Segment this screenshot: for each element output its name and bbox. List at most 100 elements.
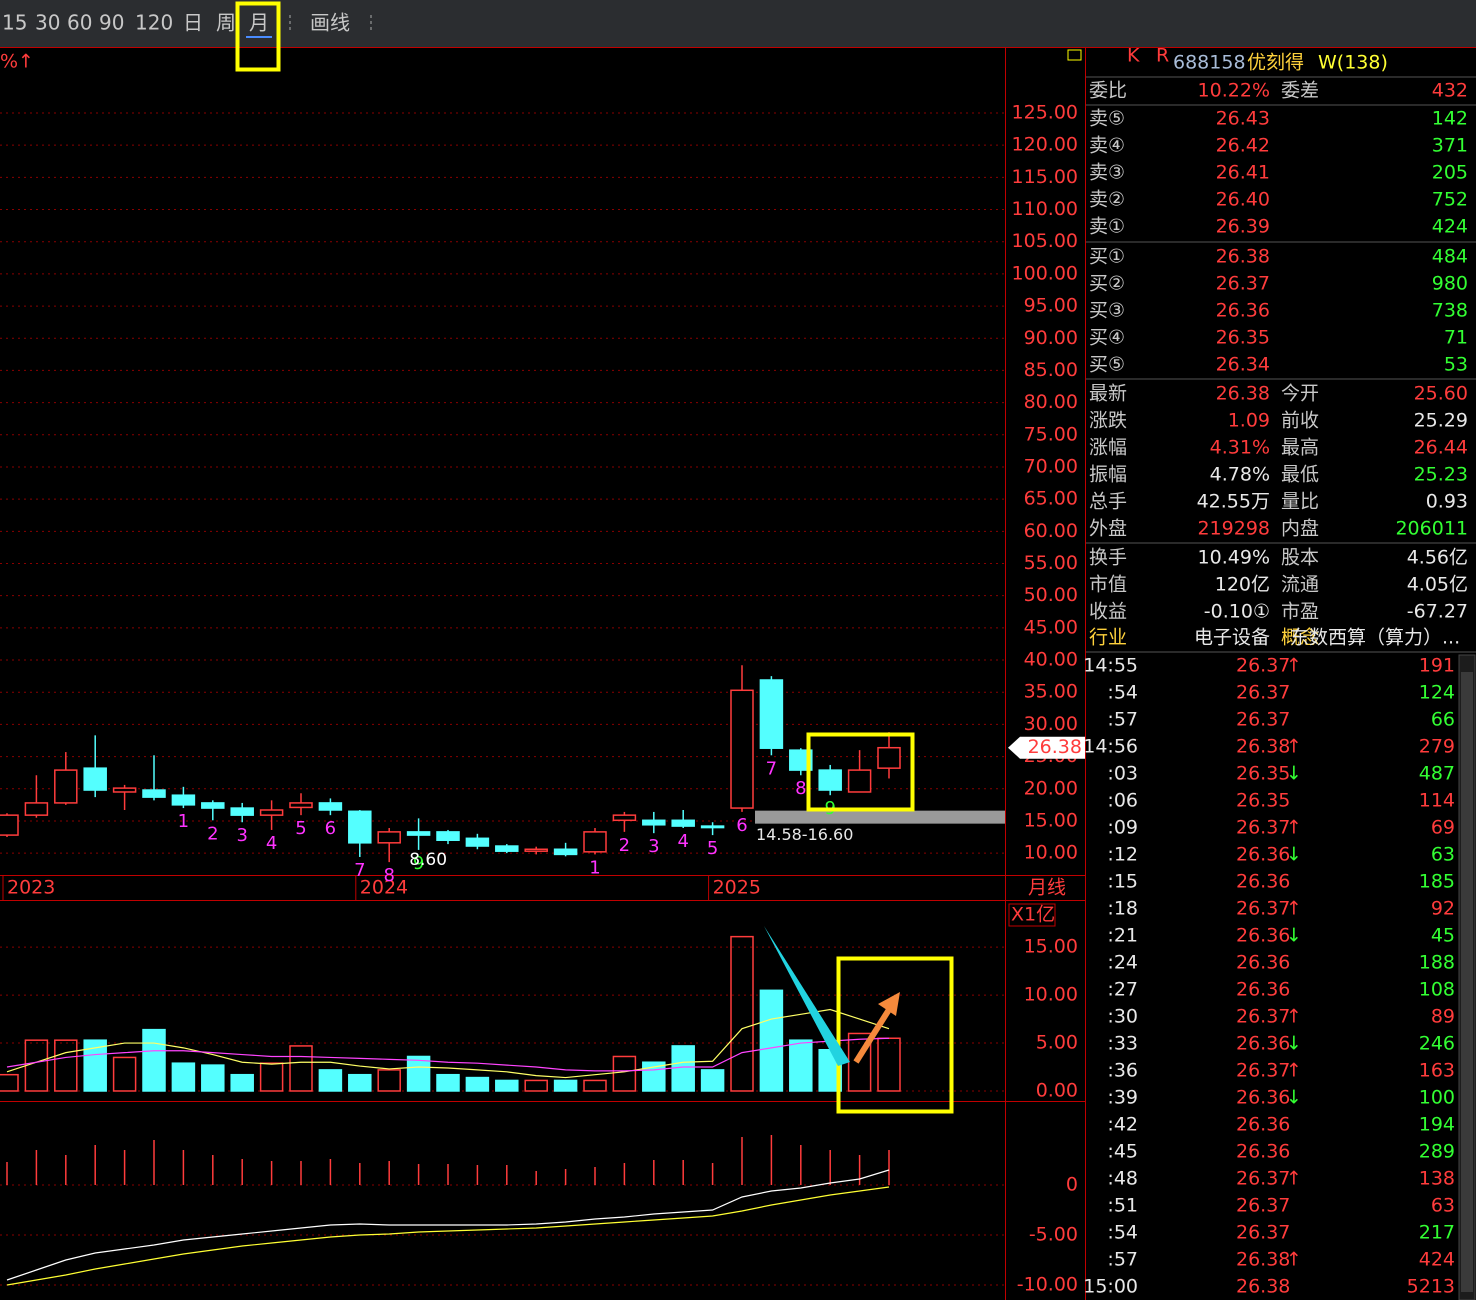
tick-time: :30 <box>1107 1006 1138 1028</box>
concept-label: 概念 <box>1281 626 1319 649</box>
tick-price: 26.36 <box>1236 952 1290 974</box>
y-tick-label: 120.00 <box>1012 134 1078 156</box>
tick-time: :03 <box>1107 763 1138 785</box>
field-value: 42.55万 <box>1197 491 1270 513</box>
tick-time: :33 <box>1107 1033 1138 1055</box>
tick-price: 26.36 <box>1236 1141 1290 1163</box>
tick-time: :48 <box>1107 1168 1138 1190</box>
tick-volume: 63 <box>1431 1195 1455 1217</box>
candle-body <box>112 787 137 793</box>
tick-time: :24 <box>1107 952 1138 974</box>
sequence-label: 2 <box>207 823 218 844</box>
field-label: 市值 <box>1089 574 1127 596</box>
tick-price: 26.37 <box>1236 898 1290 920</box>
sequence-label: 1 <box>178 811 189 832</box>
tick-volume: 124 <box>1419 682 1455 704</box>
tick-volume: 114 <box>1419 790 1455 812</box>
tick-price: 26.37 <box>1236 709 1290 731</box>
period-button[interactable]: 30 <box>35 11 60 35</box>
candle-body <box>759 679 784 749</box>
period-button[interactable]: 周 <box>216 11 236 35</box>
tick-time: :21 <box>1107 925 1138 947</box>
tick-price: 26.37 <box>1236 1060 1290 1082</box>
tick-volume: 100 <box>1419 1087 1455 1109</box>
candle-body <box>54 769 78 804</box>
tick-arrow: ↑ <box>1286 736 1302 758</box>
candle-body <box>83 767 107 791</box>
sequence-label: 1 <box>589 857 600 878</box>
toolbar-bg <box>0 0 1476 47</box>
period-button[interactable]: 90 <box>99 11 124 35</box>
candle-body <box>406 831 431 836</box>
volume-bar <box>495 1079 519 1092</box>
tick-price: 26.37 <box>1236 817 1290 839</box>
tick-price: 26.37 <box>1236 1006 1290 1028</box>
y-tick-label: 115.00 <box>1012 166 1078 188</box>
tick-price: 26.36 <box>1236 979 1290 1001</box>
sequence-label: 6 <box>325 818 336 839</box>
y-tick-label: 60.00 <box>1024 520 1078 542</box>
tick-volume: 5213 <box>1407 1276 1455 1298</box>
y-tick-label: 45.00 <box>1024 616 1078 638</box>
volume-bar <box>54 1039 78 1092</box>
industry-value: 电子设备 <box>1194 627 1270 649</box>
sequence-label: 4 <box>266 833 277 854</box>
ask-price: 26.40 <box>1216 189 1270 211</box>
y-tick-label: 90.00 <box>1024 327 1078 349</box>
period-button[interactable]: 15 <box>2 11 27 35</box>
candle-body <box>671 819 695 827</box>
tick-price: 26.36 <box>1236 1087 1290 1109</box>
period-button[interactable]: 月 <box>249 11 269 35</box>
period-button[interactable]: 日 <box>183 11 203 35</box>
field-value: 4.56亿 <box>1407 547 1468 569</box>
candle-body <box>877 746 901 769</box>
period-button[interactable]: 120 <box>135 11 173 35</box>
scroll-thumb[interactable] <box>1461 672 1473 1292</box>
candle-body <box>847 769 872 793</box>
volume-bar <box>524 1079 548 1092</box>
tick-arrow: ↑ <box>1286 1060 1302 1082</box>
panel-icon[interactable] <box>1067 49 1082 61</box>
tick-arrow: ↑ <box>1286 1249 1302 1271</box>
tick-volume: 185 <box>1419 871 1455 893</box>
y-tick-label: 100.00 <box>1012 262 1078 284</box>
volume-bar <box>24 1039 49 1092</box>
tick-arrow: ↓ <box>1286 763 1302 785</box>
field-value: 4.31% <box>1210 437 1270 459</box>
ask-volume: 752 <box>1432 189 1468 211</box>
candle-body <box>0 814 19 836</box>
volume-bar <box>759 989 784 1092</box>
last-price-label: 26.38 <box>1028 736 1082 758</box>
tick-time: :27 <box>1107 979 1138 1001</box>
tick-price: 26.36 <box>1236 1114 1290 1136</box>
tick-time: :06 <box>1107 790 1138 812</box>
field-value: 26.38 <box>1216 383 1270 405</box>
y-tick-label: 75.00 <box>1024 423 1078 445</box>
candle-body <box>818 769 842 791</box>
volume-bar <box>583 1079 607 1092</box>
draw-button[interactable]: 画线 <box>310 11 350 35</box>
tick-time: 15:00 <box>1083 1276 1138 1298</box>
sequence-label: 6 <box>736 815 747 836</box>
period-button[interactable]: 60 <box>67 11 92 35</box>
x-tick-label: 2024 <box>360 877 408 899</box>
bid-label: 买④ <box>1089 327 1125 349</box>
tick-time: 14:56 <box>1083 736 1138 758</box>
bid-volume: 484 <box>1432 246 1468 268</box>
candle-body <box>171 794 196 806</box>
field-value: 1.09 <box>1228 410 1270 432</box>
tick-arrow: ↓ <box>1286 925 1302 947</box>
candle-body <box>730 689 754 809</box>
y-tick-label: 80.00 <box>1024 391 1078 413</box>
candle-body <box>348 810 372 844</box>
field-label: 委差 <box>1281 80 1319 102</box>
tick-time: :36 <box>1107 1060 1138 1082</box>
field-label: 最高 <box>1281 437 1319 459</box>
tick-volume: 194 <box>1419 1114 1455 1136</box>
ask-label: 卖① <box>1089 216 1125 238</box>
tick-price: 26.36 <box>1236 925 1290 947</box>
y-tick-label: 10.00 <box>1024 984 1078 1006</box>
x-tick-label: 2025 <box>713 877 761 899</box>
